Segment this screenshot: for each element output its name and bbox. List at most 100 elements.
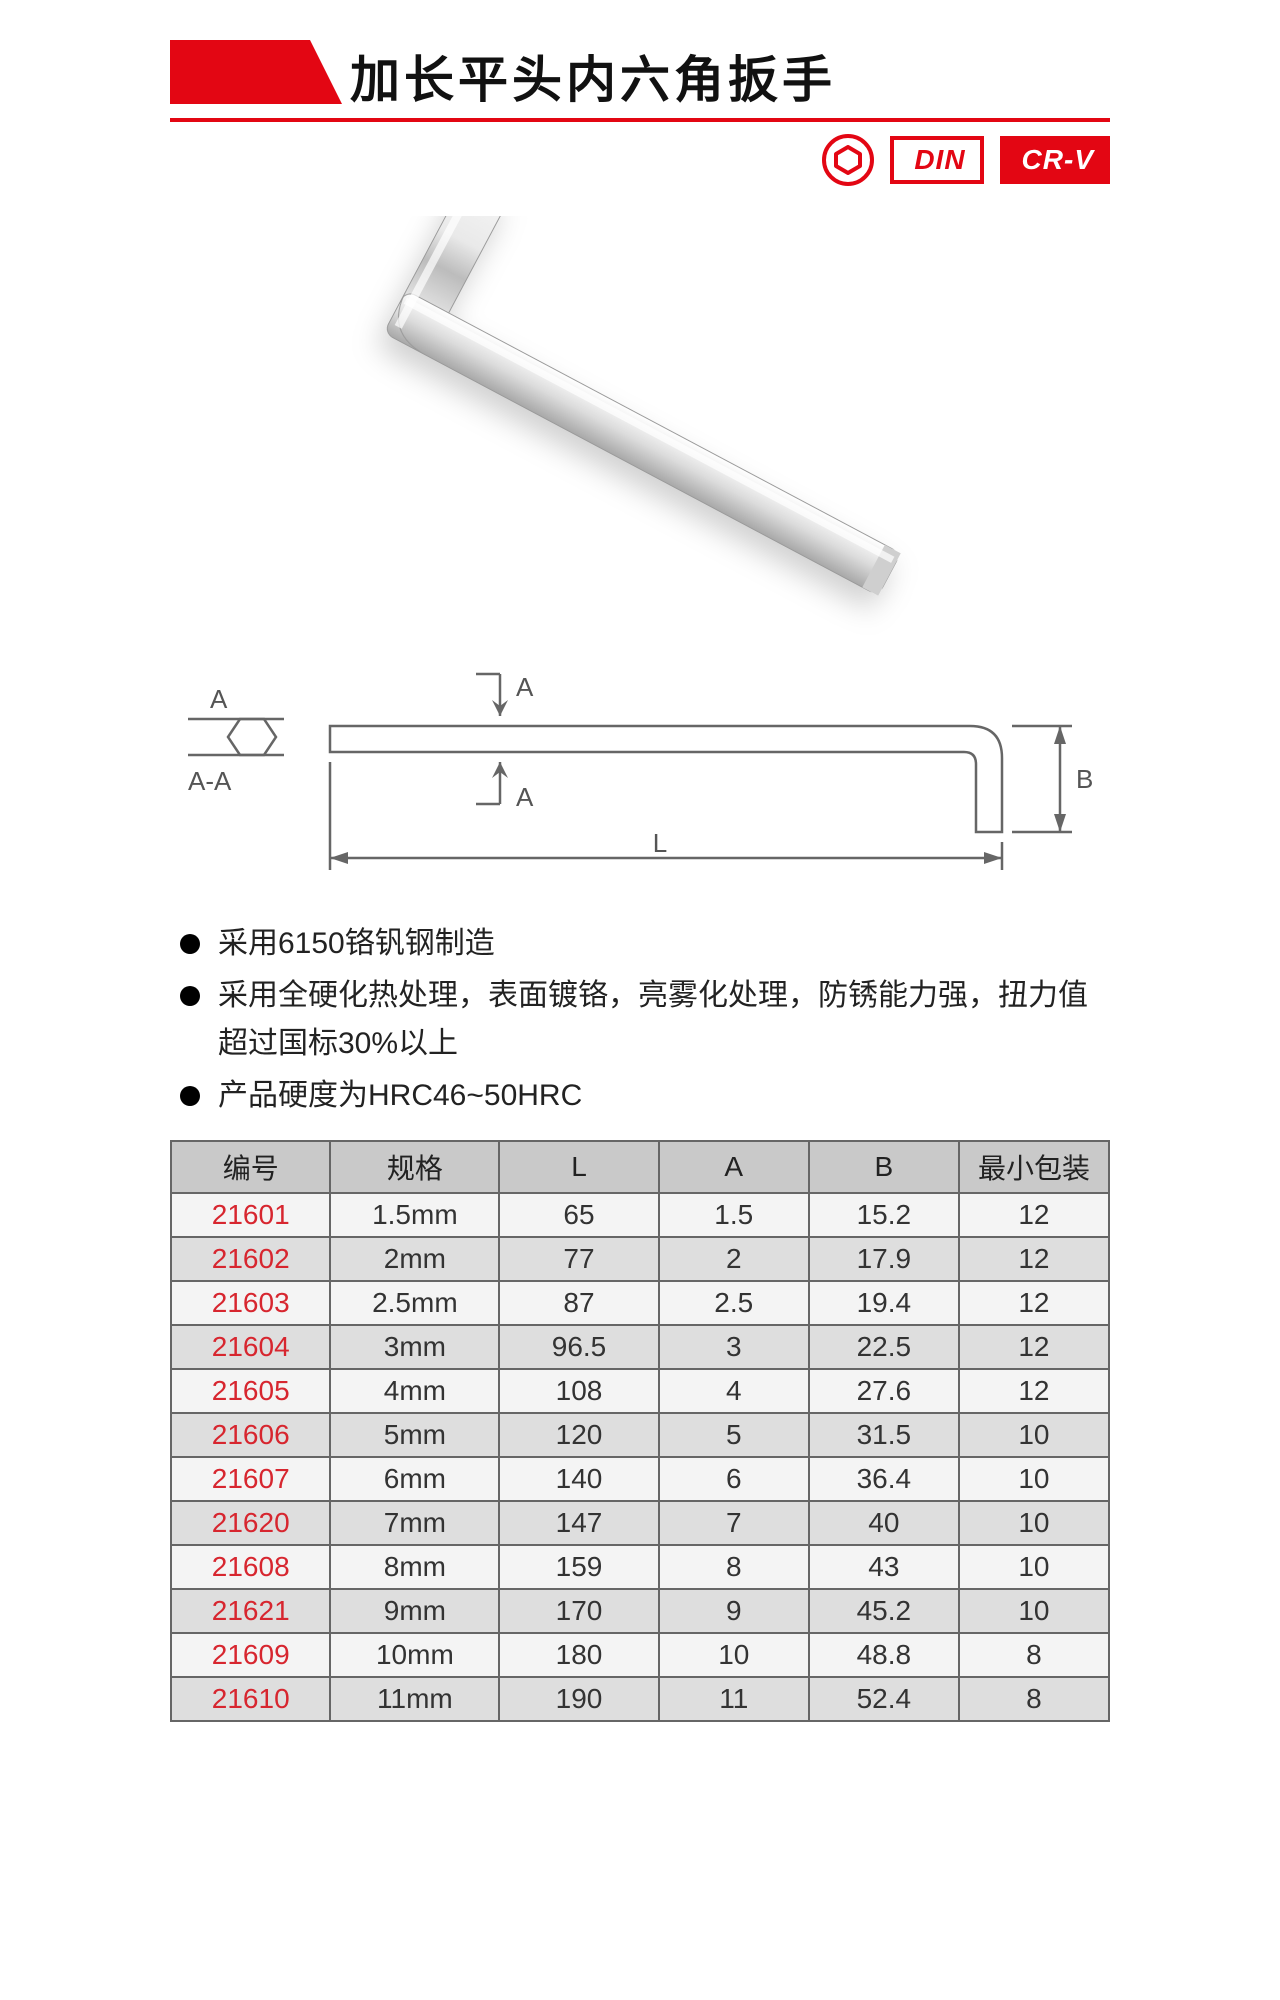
table-header-cell: 编号	[171, 1141, 330, 1193]
hexagon-icon	[822, 134, 874, 186]
table-cell: 12	[959, 1369, 1109, 1413]
table-cell: 108	[499, 1369, 658, 1413]
table-cell-code: 21603	[171, 1281, 330, 1325]
table-cell: 3mm	[330, 1325, 499, 1369]
table-cell: 7	[659, 1501, 809, 1545]
table-cell: 12	[959, 1325, 1109, 1369]
table-row: 216011.5mm651.515.212	[171, 1193, 1109, 1237]
table-header-row: 编号规格LAB最小包装	[171, 1141, 1109, 1193]
table-cell: 77	[499, 1237, 658, 1281]
bullet-item: 采用全硬化热处理，表面镀铬，亮雾化处理，防锈能力强，扭力值超过国标30%以上	[180, 972, 1100, 1068]
diagram-B-label: B	[1076, 764, 1093, 794]
section-label-AA: A-A	[188, 766, 232, 796]
table-cell-code: 21607	[171, 1457, 330, 1501]
table-cell: 2	[659, 1237, 809, 1281]
bullet-dot-icon	[180, 1086, 200, 1106]
table-cell-code: 21605	[171, 1369, 330, 1413]
diagram-L-label: L	[653, 828, 667, 858]
table-cell-code: 21601	[171, 1193, 330, 1237]
table-cell: 147	[499, 1501, 658, 1545]
diagram-A-bot: A	[516, 782, 534, 812]
product-photo	[170, 216, 1110, 646]
table-cell: 1.5mm	[330, 1193, 499, 1237]
table-cell: 11	[659, 1677, 809, 1721]
table-cell: 43	[809, 1545, 959, 1589]
table-cell: 52.4	[809, 1677, 959, 1721]
bullet-item: 采用6150铬钒钢制造	[180, 920, 1100, 968]
table-cell: 12	[959, 1281, 1109, 1325]
table-cell: 2.5	[659, 1281, 809, 1325]
table-cell: 10	[959, 1545, 1109, 1589]
table-cell: 2mm	[330, 1237, 499, 1281]
table-row: 216054mm108427.612	[171, 1369, 1109, 1413]
table-header-cell: A	[659, 1141, 809, 1193]
title-red-tab	[170, 40, 310, 104]
table-cell: 11mm	[330, 1677, 499, 1721]
table-cell: 10	[959, 1501, 1109, 1545]
table-cell-code: 21620	[171, 1501, 330, 1545]
table-cell: 96.5	[499, 1325, 658, 1369]
bullet-dot-icon	[180, 934, 200, 954]
table-cell: 17.9	[809, 1237, 959, 1281]
table-cell: 4mm	[330, 1369, 499, 1413]
page-title: 加长平头内六角扳手	[350, 40, 836, 118]
table-row: 216076mm140636.410	[171, 1457, 1109, 1501]
table-cell: 10mm	[330, 1633, 499, 1677]
table-cell: 87	[499, 1281, 658, 1325]
table-cell: 5	[659, 1413, 809, 1457]
badge-crv: CR-V	[1000, 136, 1110, 184]
table-cell: 15.2	[809, 1193, 959, 1237]
table-row: 2160910mm1801048.88	[171, 1633, 1109, 1677]
table-cell-code: 21606	[171, 1413, 330, 1457]
badge-din: DIN	[890, 136, 983, 184]
table-cell: 12	[959, 1237, 1109, 1281]
table-row: 2161011mm1901152.48	[171, 1677, 1109, 1721]
table-cell-code: 21608	[171, 1545, 330, 1589]
badges-row: DIN CR-V	[170, 134, 1110, 186]
dimension-diagram: A A-A A A	[170, 656, 1110, 896]
table-row: 216088mm15984310	[171, 1545, 1109, 1589]
table-header-cell: 规格	[330, 1141, 499, 1193]
table-cell: 7mm	[330, 1501, 499, 1545]
table-cell-code: 21604	[171, 1325, 330, 1369]
table-cell: 10	[959, 1413, 1109, 1457]
table-cell-code: 21621	[171, 1589, 330, 1633]
table-cell: 27.6	[809, 1369, 959, 1413]
table-cell: 140	[499, 1457, 658, 1501]
table-cell: 65	[499, 1193, 658, 1237]
table-cell-code: 21609	[171, 1633, 330, 1677]
table-row: 216032.5mm872.519.412	[171, 1281, 1109, 1325]
table-cell: 9mm	[330, 1589, 499, 1633]
table-cell: 10	[959, 1589, 1109, 1633]
bullet-text: 采用6150铬钒钢制造	[218, 920, 495, 968]
table-cell: 2.5mm	[330, 1281, 499, 1325]
table-cell: 31.5	[809, 1413, 959, 1457]
section-label-A-top: A	[210, 684, 228, 714]
table-cell: 4	[659, 1369, 809, 1413]
table-cell: 1.5	[659, 1193, 809, 1237]
table-cell: 190	[499, 1677, 658, 1721]
table-cell: 45.2	[809, 1589, 959, 1633]
table-header-cell: B	[809, 1141, 959, 1193]
table-cell: 10	[959, 1457, 1109, 1501]
bullet-text: 产品硬度为HRC46~50HRC	[218, 1072, 582, 1120]
table-cell-code: 21602	[171, 1237, 330, 1281]
table-row: 216022mm77217.912	[171, 1237, 1109, 1281]
table-cell: 36.4	[809, 1457, 959, 1501]
table-cell: 8	[659, 1545, 809, 1589]
table-cell: 8	[959, 1633, 1109, 1677]
spec-table: 编号规格LAB最小包装 216011.5mm651.515.212216022m…	[170, 1140, 1110, 1722]
table-cell: 10	[659, 1633, 809, 1677]
table-cell: 170	[499, 1589, 658, 1633]
diagram-A-top: A	[516, 672, 534, 702]
table-cell: 8	[959, 1677, 1109, 1721]
bullet-text: 采用全硬化热处理，表面镀铬，亮雾化处理，防锈能力强，扭力值超过国标30%以上	[218, 972, 1100, 1068]
table-row: 216207mm14774010	[171, 1501, 1109, 1545]
table-cell: 120	[499, 1413, 658, 1457]
table-cell: 48.8	[809, 1633, 959, 1677]
title-bar: 加长平头内六角扳手	[170, 40, 1110, 122]
table-header-cell: 最小包装	[959, 1141, 1109, 1193]
bullet-dot-icon	[180, 986, 200, 1006]
table-cell: 12	[959, 1193, 1109, 1237]
table-cell: 9	[659, 1589, 809, 1633]
